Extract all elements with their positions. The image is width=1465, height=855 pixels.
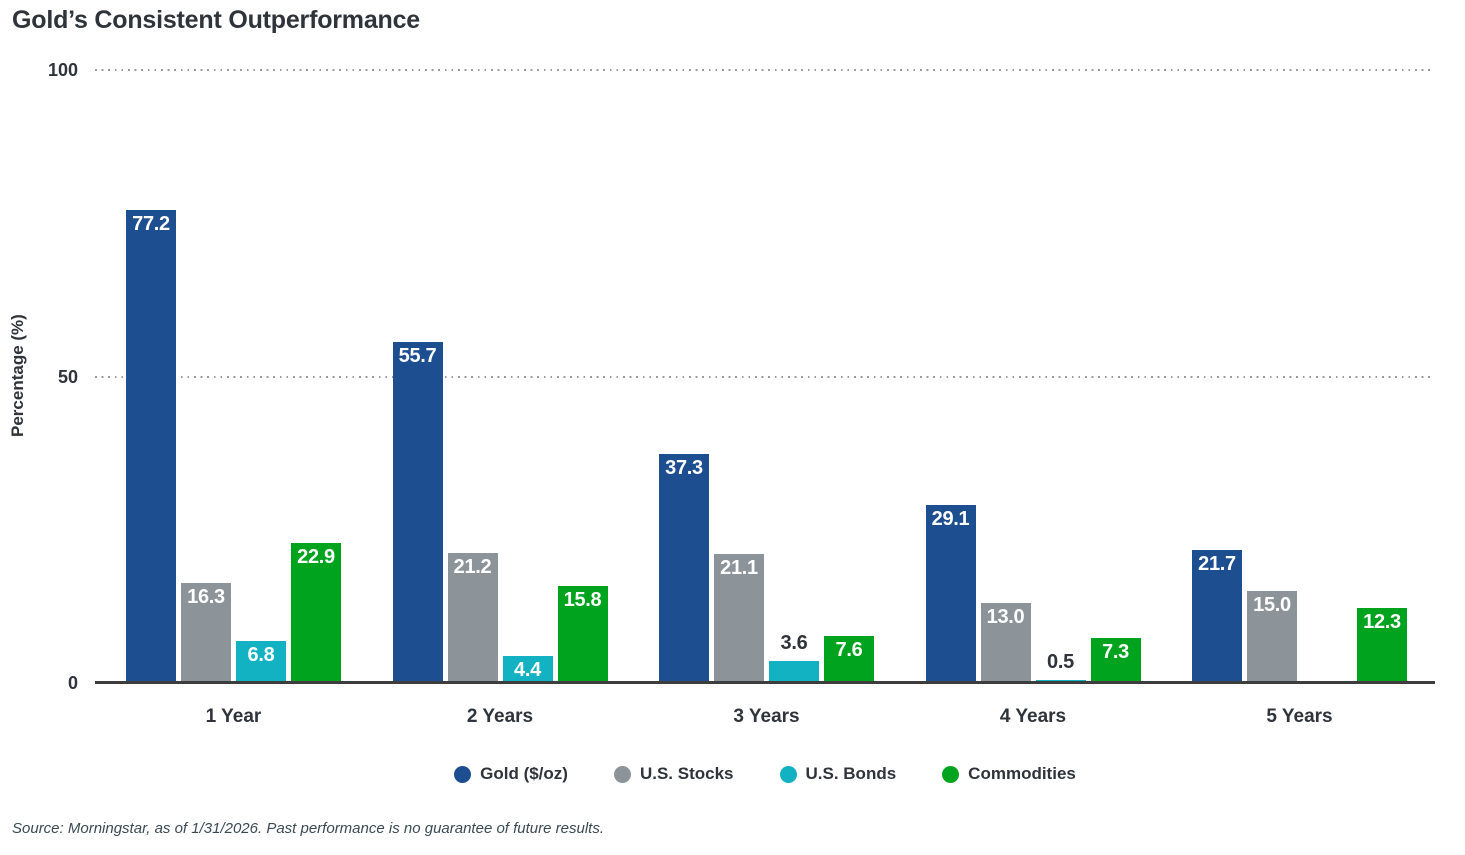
value-label: 77.2: [132, 213, 170, 235]
value-label: 21.7: [1198, 553, 1236, 575]
category-label-1-year: 1 Year: [205, 706, 262, 727]
category-label-2-years: 2 Years: [466, 706, 534, 727]
legend-swatch-gold-oz: [454, 765, 472, 783]
bar-group-4-years: 29.1 13.0 0.5 7.3: [925, 70, 1141, 683]
bar-commodities-4-years: [1090, 638, 1141, 683]
value-label: 3.6: [780, 632, 808, 654]
bar-u-s-bonds-2-years: [502, 656, 553, 683]
bar-group-2-years: 55.7 21.2 4.4 15.8: [392, 70, 608, 683]
legend-swatch-u-s-stocks: [613, 765, 631, 783]
bar-group-1-year: 77.2 16.3 6.8 22.9: [126, 70, 341, 683]
gridline-50: [95, 375, 1435, 378]
legend-item-commodities: Commodities: [942, 764, 1076, 784]
legend-label-commodities: Commodities: [968, 764, 1076, 783]
value-label: 7.6: [835, 639, 863, 661]
bar-u-s-stocks-3-years: [714, 554, 764, 683]
value-label: 7.3: [1102, 641, 1129, 663]
category-label-5-years: 5 Years: [1266, 706, 1333, 727]
bar-u-s-stocks-4-years: [980, 603, 1031, 683]
bar-commodities-5-years: [1357, 608, 1407, 683]
category-label-3-years: 3 Years: [733, 706, 800, 727]
value-label: 22.9: [297, 546, 335, 568]
legend-item-u-s-stocks: U.S. Stocks: [613, 764, 734, 784]
value-label: 21.1: [720, 557, 758, 579]
legend: Gold ($/oz) U.S. Stocks U.S. Bonds Commodit…: [95, 760, 1435, 788]
y-tick-label-100: 100: [47, 60, 78, 80]
legend-item-gold-oz: Gold ($/oz): [454, 764, 568, 784]
value-label: 29.1: [931, 508, 970, 530]
bar-u-s-stocks-1-year: [181, 583, 231, 683]
value-label: 15.0: [1253, 594, 1291, 616]
legend-item-u-s-bonds: U.S. Bonds: [779, 764, 897, 784]
bar-gold-oz-3-years: [659, 454, 709, 683]
value-label: 16.3: [187, 586, 225, 608]
bar-u-s-bonds-1-year: [236, 641, 286, 683]
x-axis-line: [95, 681, 1435, 684]
legend-label-u-s-bonds: U.S. Bonds: [805, 764, 897, 783]
chart-title: Gold’s Consistent Outperformance: [12, 6, 421, 34]
bar-commodities-2-years: [557, 586, 608, 683]
legend-label-gold-oz: Gold ($/oz): [480, 764, 568, 783]
bar-u-s-bonds-3-years: [769, 661, 819, 683]
value-label: 21.2: [453, 556, 492, 578]
source-note: Source: Morningstar, as of 1/31/2026. Pa…: [12, 820, 605, 837]
bar-u-s-stocks-5-years: [1247, 591, 1297, 683]
value-label: 15.8: [563, 589, 602, 611]
bar-commodities-1-year: [291, 543, 341, 683]
bar-group-5-years: 21.7 15.0 12.3: [1192, 70, 1407, 683]
bar-u-s-stocks-2-years: [447, 553, 498, 683]
plot-area: 77.2 16.3 6.8 22.9 55.7 21.2 4.4 15.8 37.3 21.1 3.…: [95, 69, 1435, 684]
bar-commodities-3-years: [824, 636, 874, 683]
legend-swatch-u-s-bonds: [779, 765, 797, 783]
value-label: 6.8: [247, 644, 275, 666]
legend-swatch-commodities: [942, 765, 960, 783]
bar-gold-oz-4-years: [925, 505, 976, 683]
bar-gold-oz-1-year: [126, 210, 176, 683]
category-label-4-years: 4 Years: [999, 706, 1067, 727]
bar-gold-oz-5-years: [1192, 550, 1242, 683]
legend-label-u-s-stocks: U.S. Stocks: [639, 764, 734, 783]
y-tick-label-50: 50: [57, 366, 78, 387]
bar-group-3-years: 37.3 21.1 3.6 7.6: [659, 70, 874, 683]
value-label: 0.5: [1047, 651, 1074, 673]
gridline-100: [95, 69, 1435, 71]
bar-gold-oz-2-years: [392, 342, 443, 683]
value-label: 13.0: [986, 606, 1025, 628]
value-label: 4.4: [514, 659, 541, 681]
value-label: 12.3: [1363, 611, 1401, 633]
y-tick-label-0: 0: [67, 673, 78, 693]
value-label: 37.3: [665, 457, 703, 479]
value-label: 55.7: [398, 345, 437, 367]
